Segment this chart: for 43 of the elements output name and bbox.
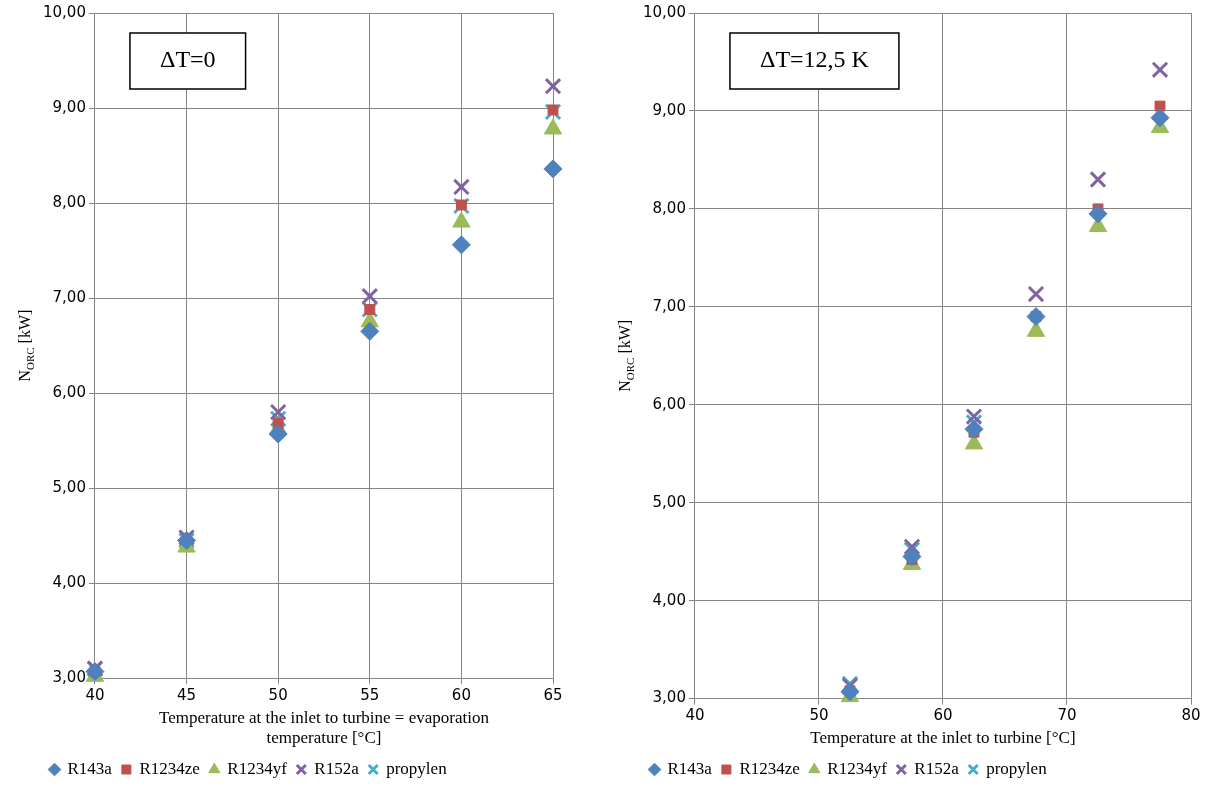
legend-label: propylen xyxy=(386,758,448,778)
x-tick-label: 50 xyxy=(268,686,288,705)
legend-label: R1234ze xyxy=(739,758,800,778)
y-tick-label: 3,00 xyxy=(52,668,86,687)
y-tick-label: 8,00 xyxy=(652,198,686,217)
y-axis-title: NORC [kW] xyxy=(16,309,36,382)
y-axis-title: NORC [kW] xyxy=(616,319,636,392)
x-tick-label: 70 xyxy=(1057,706,1077,725)
y-tick-label: 10,00 xyxy=(642,2,686,21)
y-tick-label: 8,00 xyxy=(52,192,86,211)
x-tick-label: 60 xyxy=(933,706,953,725)
legend-label: R1234yf xyxy=(827,758,888,778)
y-tick-label: 6,00 xyxy=(652,394,686,413)
y-tick-label: 10,00 xyxy=(42,2,86,21)
annotation: ΔT=12,5 K xyxy=(759,46,870,73)
legend-label: R143a xyxy=(67,758,113,778)
y-tick-label: 9,00 xyxy=(52,97,86,116)
y-tick-label: 5,00 xyxy=(652,492,686,511)
x-tick-label: 45 xyxy=(177,686,197,705)
y-tick-label: 7,00 xyxy=(652,296,686,315)
y-tick-label: 9,00 xyxy=(652,100,686,119)
y-tick-label: 7,00 xyxy=(52,287,86,306)
y-tick-label: 4,00 xyxy=(52,573,86,592)
legend-label: propylen xyxy=(986,758,1048,778)
x-tick-label: 40 xyxy=(85,686,105,705)
x-tick-label: 40 xyxy=(685,706,705,725)
y-tick-label: 4,00 xyxy=(652,590,686,609)
legend-label: R143a xyxy=(667,758,713,778)
x-tick-label: 65 xyxy=(543,686,563,705)
legend-label: R152a xyxy=(914,758,960,778)
x-tick-label: 60 xyxy=(451,686,471,705)
x-tick-label: 50 xyxy=(809,706,829,725)
annotation: ΔT=0 xyxy=(159,46,216,73)
legend-label: R1234yf xyxy=(227,758,288,778)
y-tick-label: 5,00 xyxy=(52,478,86,497)
x-axis-title: Temperature at the inlet to turbine = evaporation temperature [°C] xyxy=(159,707,490,748)
legend-label: R152a xyxy=(314,758,360,778)
x-tick-label: 55 xyxy=(360,686,380,705)
y-tick-label: 6,00 xyxy=(52,383,86,401)
x-axis-title: Temperature at the inlet to turbine [°C] xyxy=(810,728,1076,748)
y-tick-label: 3,00 xyxy=(652,688,686,707)
x-tick-label: 80 xyxy=(1181,706,1201,725)
legend-label: R1234ze xyxy=(139,758,200,778)
